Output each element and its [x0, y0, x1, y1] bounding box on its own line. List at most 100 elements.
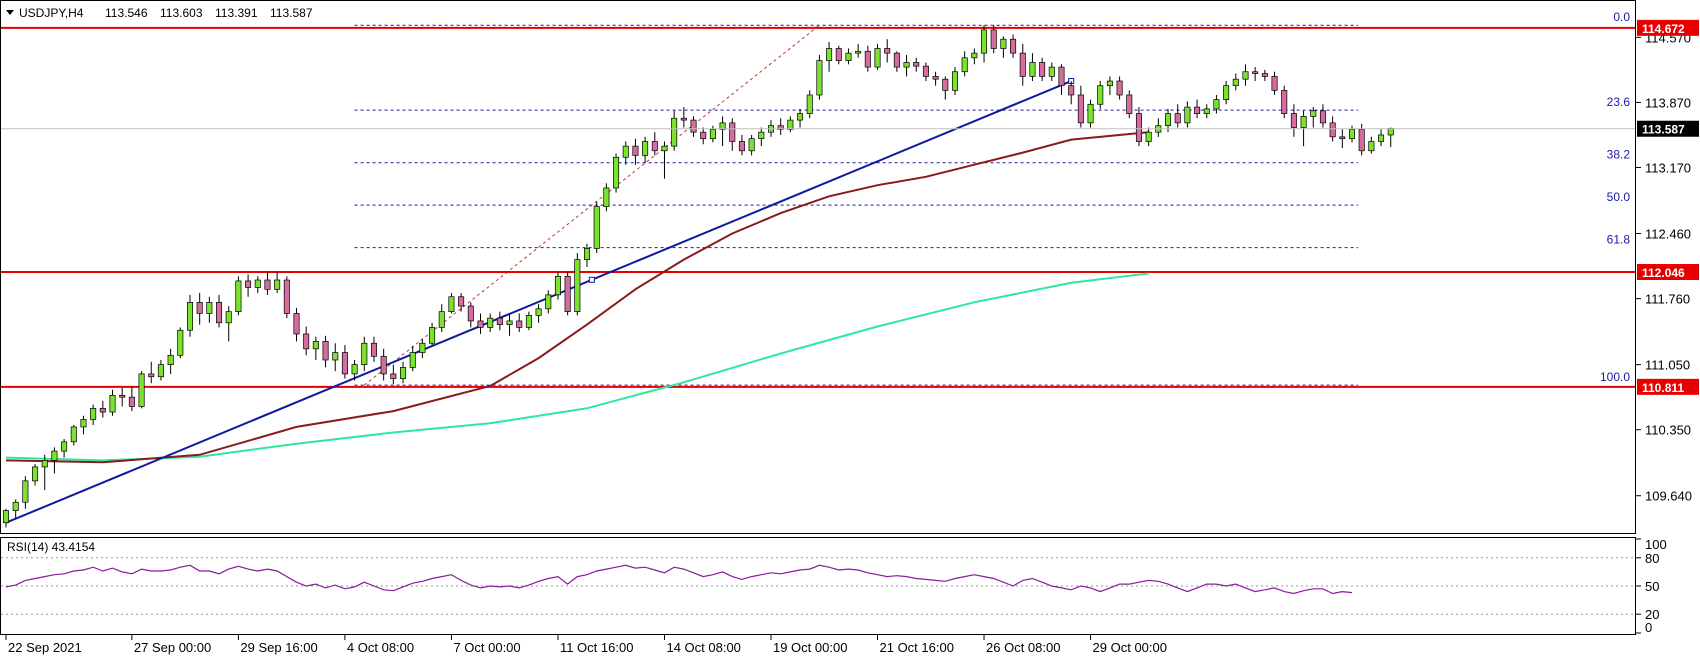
bull-candle	[525, 311, 532, 331]
bear-candle	[564, 271, 571, 316]
bull-candle	[177, 327, 184, 359]
bull-candle	[787, 116, 794, 133]
bull-candle	[603, 183, 610, 212]
svg-text:114.672: 114.672	[1642, 22, 1685, 36]
bull-candle	[719, 116, 726, 147]
fib-level-label: 61.8	[1607, 233, 1631, 247]
price-pane: 0.0 23.6 38.2 50.0 61.8 100.0	[0, 10, 1636, 528]
triangle-down-icon[interactable]	[6, 10, 14, 15]
bull-candle	[806, 90, 813, 119]
time-tick-label: 14 Oct 08:00	[666, 640, 740, 655]
time-tick-label: 7 Oct 00:00	[453, 640, 520, 655]
low-value: 113.391	[215, 6, 258, 20]
horizontal-levels	[0, 26, 1636, 388]
moving-average-line	[5, 131, 1149, 464]
bear-candle	[458, 293, 465, 312]
bear-candle	[729, 118, 736, 151]
high-value: 113.603	[160, 6, 203, 20]
svg-text:113.587: 113.587	[1642, 123, 1685, 137]
bear-candle	[1019, 43, 1026, 86]
bull-candle	[1000, 36, 1007, 58]
bear-candle	[884, 39, 891, 63]
price-tick-label: 111.050	[1645, 358, 1690, 373]
bull-candle	[22, 476, 29, 509]
bull-candle	[1087, 99, 1094, 128]
bull-candle	[661, 141, 668, 179]
bull-candle	[70, 425, 77, 446]
bull-candle	[797, 108, 804, 128]
bear-candle	[128, 386, 135, 412]
rsi-tick-label: 80	[1645, 551, 1659, 566]
bear-candle	[390, 364, 397, 385]
bull-candle	[235, 276, 242, 316]
bull-candle	[41, 454, 48, 491]
bear-candle	[700, 127, 707, 145]
bull-candle	[361, 336, 368, 372]
bull-candle	[1368, 136, 1375, 154]
bull-candle	[981, 25, 988, 63]
bull-candle	[1223, 81, 1230, 105]
bear-candle	[632, 138, 639, 165]
bear-candle	[990, 25, 997, 54]
bull-candle	[206, 296, 213, 323]
bull-candle	[12, 499, 19, 519]
bear-candle	[1058, 64, 1065, 95]
bear-candle	[651, 132, 658, 156]
rsi-line	[5, 564, 1353, 595]
price-tick-label: 113.170	[1645, 161, 1691, 176]
bear-candle	[196, 293, 203, 325]
candles	[2, 25, 1394, 528]
bear-candle	[99, 400, 106, 418]
bear-candle	[303, 326, 310, 356]
bull-candle	[109, 389, 116, 416]
bull-candle	[506, 313, 513, 336]
bear-candle	[1281, 85, 1288, 119]
svg-text:110.811: 110.811	[1642, 381, 1684, 395]
bull-candle	[1184, 101, 1191, 128]
time-axis: 22 Sep 2021 27 Sep 00:00 29 Sep 16:00 4 Oct…	[5, 635, 1167, 655]
time-tick-label: 21 Oct 16:00	[880, 640, 954, 655]
level-price-tag: 114.672	[1637, 19, 1699, 36]
bull-candle	[51, 447, 58, 474]
bull-candle	[961, 51, 968, 77]
bull-candle	[332, 343, 339, 372]
bear-candle	[467, 302, 474, 328]
bull-candle	[535, 304, 542, 323]
bull-candle	[80, 415, 87, 435]
bull-candle	[1378, 129, 1385, 147]
bear-candle	[1261, 69, 1268, 82]
bull-candle	[400, 361, 407, 384]
bull-candle	[1310, 107, 1317, 128]
bear-candle	[322, 335, 329, 368]
bear-candle	[1135, 107, 1142, 147]
bull-candle	[971, 48, 978, 65]
bull-candle	[855, 43, 862, 58]
bull-candle	[1048, 62, 1055, 82]
bull-candle	[622, 141, 629, 165]
fib-level-label: 0.0	[1613, 10, 1630, 24]
price-tick-label: 109.640	[1645, 489, 1692, 504]
bear-candle	[496, 311, 503, 331]
bull-candle	[845, 48, 852, 65]
bear-candle	[942, 76, 949, 100]
bull-candle	[186, 294, 193, 337]
price-tick-label: 113.870	[1645, 95, 1691, 110]
indicator-lines	[5, 78, 1149, 524]
trend-line-handle[interactable]	[588, 276, 595, 283]
bear-candle	[264, 271, 271, 295]
fib-level-label: 50.0	[1607, 190, 1631, 204]
trend-line[interactable]	[5, 80, 1072, 524]
bull-candle	[312, 336, 319, 360]
rsi-tick-label: 0	[1645, 620, 1652, 635]
price-tags: 114.672 112.046 110.811 113.587	[1637, 19, 1699, 395]
bull-candle	[1097, 81, 1104, 109]
bull-candle	[545, 290, 552, 314]
fib-level-label: 38.2	[1607, 148, 1631, 162]
time-tick-label: 26 Oct 08:00	[986, 640, 1060, 655]
bear-candle	[777, 118, 784, 135]
bull-candle	[826, 41, 833, 72]
bear-candle	[1271, 71, 1278, 95]
bull-candle	[1242, 64, 1249, 86]
bull-candle	[951, 67, 958, 95]
